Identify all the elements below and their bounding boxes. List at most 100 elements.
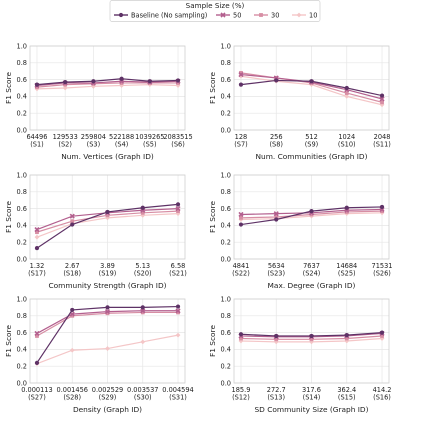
y-tick-label: 0.0 — [17, 126, 28, 134]
y-tick-label: 0.8 — [17, 188, 28, 196]
data-point — [238, 211, 244, 218]
data-point — [309, 209, 314, 214]
y-tick-label: 1.0 — [221, 171, 232, 179]
data-point — [90, 83, 96, 89]
y-tick-label: 0.0 — [221, 255, 232, 263]
x-tick-label: 1.32 (S17) — [28, 262, 46, 278]
data-point — [35, 85, 39, 90]
y-axis-label: F1 Score — [4, 325, 13, 357]
series-line — [36, 78, 179, 86]
x-tick-label: 6.58 (S21) — [169, 262, 187, 278]
data-point — [140, 212, 146, 218]
data-point — [140, 310, 145, 315]
x-tick-label: 4841 (S22) — [232, 262, 250, 278]
x-tick-label: 0.003537 (S30) — [127, 386, 158, 402]
series — [34, 202, 181, 251]
data-point — [34, 234, 40, 240]
x-axis-label: Num. Communities (Graph ID) — [256, 152, 368, 161]
x-tick-label: 128 (S7) — [234, 133, 248, 149]
x-tick-label: 5.13 (S20) — [134, 262, 152, 278]
data-point — [344, 91, 349, 95]
data-point — [380, 334, 384, 338]
panels: 0.0 0.2 0.4 0.6 0.8 1.0 64496 (S1) 129533 (S2)259… — [4, 42, 393, 414]
x-tick-label: 0.004594 (S31) — [162, 386, 193, 402]
legend-label: Baseline (No sampling) — [131, 11, 207, 19]
data-point — [63, 82, 68, 87]
series — [35, 310, 180, 338]
y-tick-label: 0.6 — [17, 329, 28, 337]
x-tick-label: 522188 (S4) — [109, 133, 134, 149]
y-tick-label: 0.8 — [17, 312, 28, 320]
legend-marker — [220, 12, 226, 18]
series — [34, 308, 181, 337]
data-point — [105, 346, 110, 351]
legend-entry: Baseline (No sampling) — [114, 11, 207, 19]
y-tick-label: 0.4 — [17, 346, 28, 354]
data-point — [119, 81, 124, 85]
y-axis-label: F1 Score — [208, 72, 217, 104]
y-tick-label: 0.0 — [221, 126, 232, 134]
series — [239, 334, 384, 342]
data-point — [238, 82, 244, 87]
data-point — [175, 83, 181, 88]
legend-marker — [259, 13, 263, 17]
x-tick-label: 259804 (S3) — [81, 133, 106, 149]
data-point — [175, 78, 181, 83]
data-point — [63, 80, 68, 85]
x-tick-label: 0.001456 (S28) — [57, 386, 88, 402]
series — [34, 76, 181, 87]
y-tick-label: 0.0 — [17, 255, 28, 263]
y-tick-label: 1.0 — [17, 171, 28, 179]
data-point — [344, 336, 349, 341]
data-point — [105, 305, 110, 310]
data-point — [70, 313, 75, 318]
data-point — [34, 227, 40, 233]
data-point — [379, 204, 385, 210]
x-tick-label: 362.4 (S15) — [337, 386, 356, 402]
plot-frame — [233, 45, 390, 131]
plot-frame — [29, 45, 186, 131]
data-point — [175, 202, 181, 207]
x-tick-label: 129533 (S2) — [53, 133, 78, 149]
data-point — [119, 83, 125, 88]
data-point — [105, 311, 110, 316]
data-point — [344, 94, 350, 99]
data-point — [104, 309, 111, 315]
data-point — [238, 338, 244, 344]
data-point — [239, 70, 243, 75]
x-tick-label: 5634 (S23) — [267, 262, 285, 278]
x-axis-label: Density (Graph ID) — [73, 405, 142, 414]
y-tick-label: 0.4 — [17, 93, 28, 101]
data-point — [35, 334, 39, 338]
data-point — [34, 360, 40, 365]
data-point — [344, 205, 349, 210]
chart-panel: 0.0 0.2 0.4 0.6 0.8 1.0 1.32 (S17) 2.67 (S18) 3.89… — [4, 171, 187, 290]
data-point — [69, 347, 75, 353]
data-point — [140, 205, 145, 210]
x-tick-label: 64496 (S1) — [26, 133, 47, 149]
y-tick-label: 0.0 — [221, 379, 232, 387]
y-tick-label: 0.2 — [221, 110, 232, 118]
y-tick-label: 0.4 — [17, 222, 28, 230]
data-point — [309, 79, 314, 84]
data-point — [70, 222, 75, 227]
y-tick-label: 0.8 — [221, 59, 232, 67]
data-point — [35, 230, 39, 235]
data-point — [238, 332, 244, 337]
x-tick-label: 512 (S9) — [305, 133, 319, 149]
data-point — [238, 73, 244, 79]
data-point — [176, 81, 180, 85]
data-point — [309, 333, 314, 339]
legend-items: Baseline (No sampling) 50 30 10 — [114, 11, 317, 19]
data-point — [147, 79, 152, 84]
data-point — [239, 336, 243, 341]
data-point — [69, 213, 75, 219]
y-tick-label: 0.6 — [17, 76, 28, 84]
data-point — [274, 215, 279, 219]
series — [238, 330, 385, 339]
legend-marker — [118, 12, 124, 18]
data-point — [140, 339, 146, 345]
data-point — [379, 93, 385, 98]
data-point — [62, 85, 68, 91]
x-tick-label: 317.6 (S14) — [302, 386, 321, 402]
